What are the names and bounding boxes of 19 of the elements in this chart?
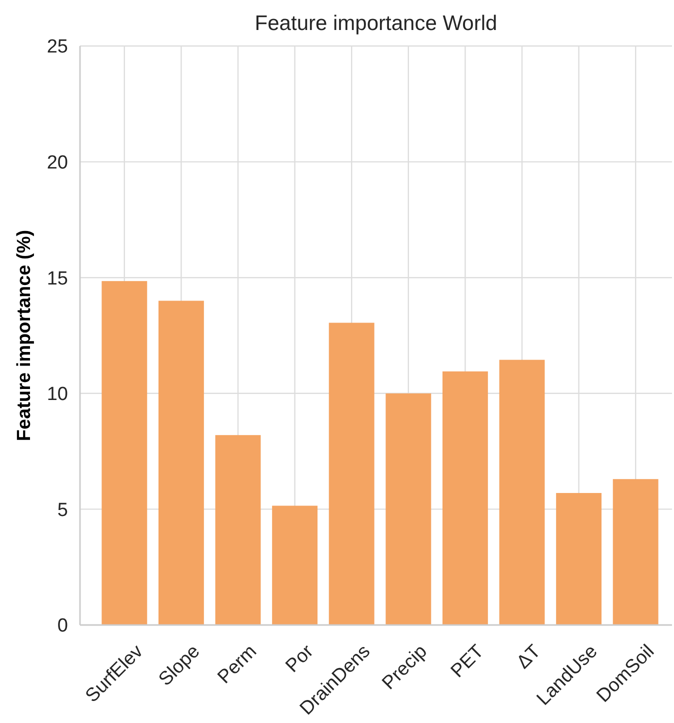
bar: [272, 506, 318, 625]
y-tick-label: 10: [46, 384, 68, 406]
bar: [556, 492, 602, 625]
bar: [442, 371, 488, 625]
y-tick-label: 25: [46, 36, 68, 58]
x-tick-label: ΔT: [512, 640, 546, 674]
bar: [328, 322, 374, 625]
bar: [612, 479, 658, 625]
y-tick-label: 20: [46, 152, 68, 174]
y-tick-label: 5: [57, 500, 68, 521]
chart-title: Feature importance World: [254, 12, 498, 35]
bar: [215, 435, 261, 625]
y-axis-title: Feature importance (%): [14, 230, 35, 442]
y-tick-label: 15: [46, 268, 68, 290]
y-tick-label: 0: [57, 616, 68, 637]
bar: [499, 360, 545, 625]
bar: [102, 281, 148, 625]
bar: [386, 393, 432, 625]
bar: [158, 300, 204, 625]
